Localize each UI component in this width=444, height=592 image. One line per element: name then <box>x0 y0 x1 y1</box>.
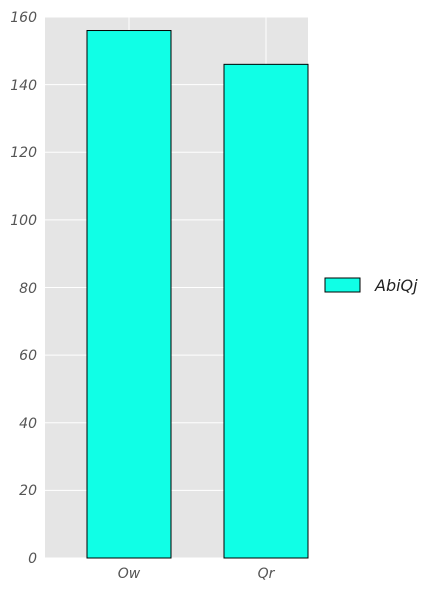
y-tick-label: 100 <box>10 213 37 229</box>
bars <box>86 30 309 559</box>
y-axis-ticks: 0 20 40 60 80 100 120 140 160 <box>10 10 37 567</box>
y-tick-label: 120 <box>10 145 37 161</box>
y-tick-label: 140 <box>10 78 37 94</box>
legend-swatch <box>324 277 361 293</box>
x-tick-label: Ow <box>118 566 141 582</box>
y-tick-label: 20 <box>19 483 37 499</box>
y-tick-label: 60 <box>19 348 37 364</box>
x-tick-label: Qr <box>258 566 276 582</box>
y-tick-label: 80 <box>19 281 37 297</box>
y-tick-label: 160 <box>10 10 37 26</box>
y-tick-label: 40 <box>19 416 37 432</box>
bar-ow <box>86 30 172 559</box>
x-axis-ticks: Ow Qr <box>118 566 276 582</box>
bar-qr <box>223 63 309 559</box>
y-tick-label: 0 <box>28 551 37 567</box>
legend: AbiQj <box>324 276 418 295</box>
legend-label: AbiQj <box>374 276 418 295</box>
